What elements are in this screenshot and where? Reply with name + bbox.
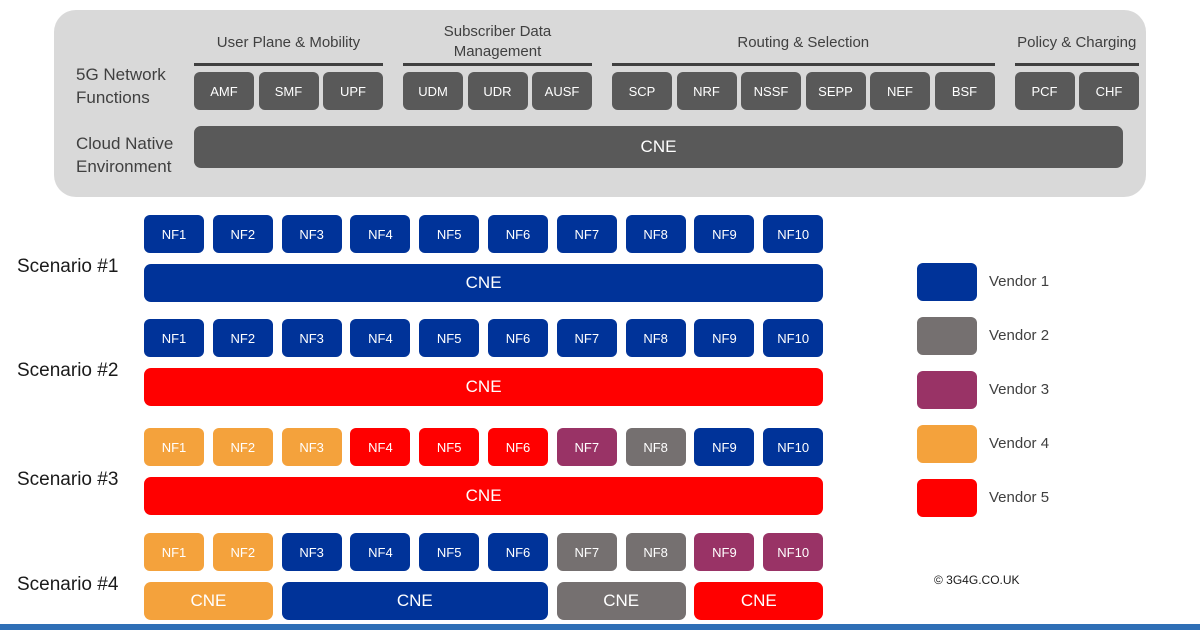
legend-swatch-vendor1	[917, 263, 977, 301]
scenario-nf-box: NF7	[556, 533, 617, 571]
scenario-nf-box: NF2	[212, 319, 273, 357]
scenario-cne-bar: CNE	[144, 368, 824, 406]
bottom-accent-line	[0, 624, 1200, 630]
legend-label: Vendor 2	[989, 327, 1050, 344]
legend-swatch-vendor3	[917, 371, 977, 409]
scenario-nf-box: NF10	[763, 428, 824, 466]
function-group-underline	[1014, 63, 1139, 66]
scenario-nf-box: NF1	[144, 428, 204, 466]
legend-swatch-vendor4	[917, 425, 977, 463]
legend-swatch-vendor5	[917, 479, 977, 517]
scenario-nf-box: NF4	[350, 533, 411, 571]
scenario-nf-box: NF10	[763, 533, 824, 571]
network-function-amf: AMF	[194, 72, 254, 110]
function-group-label: Subscriber Data Management	[443, 23, 552, 60]
scenario-nf-box: NF7	[556, 319, 617, 357]
top-cne-bar: CNE	[194, 126, 1123, 168]
scenario-nf-box: NF6	[488, 319, 548, 357]
scenario-nf-box: NF6	[488, 428, 548, 466]
scenario-nf-box: NF3	[281, 215, 342, 253]
scenario-nf-box: NF9	[694, 533, 755, 571]
scenario-nf-box: NF4	[350, 428, 411, 466]
legend-label: Vendor 4	[989, 435, 1050, 452]
network-function-sepp: SEPP	[805, 72, 866, 110]
scenario-nf-box: NF5	[419, 319, 480, 357]
network-function-smf: SMF	[258, 72, 319, 110]
scenario-nf-box: NF9	[694, 319, 755, 357]
scenario-cne-bar: CNE	[281, 582, 548, 620]
scenario-nf-box: NF8	[625, 215, 686, 253]
scenario-nf-box: NF5	[419, 428, 480, 466]
scenario-label: Scenario #2	[17, 360, 119, 381]
scenario-nf-box: NF7	[556, 428, 617, 466]
network-function-nef: NEF	[870, 72, 930, 110]
scenario-cne-bar: CNE	[144, 582, 273, 620]
scenario-nf-box: NF2	[212, 215, 273, 253]
network-function-scp: SCP	[612, 72, 672, 110]
scenario-nf-box: NF4	[350, 319, 411, 357]
function-group-underline	[194, 63, 383, 66]
scenario-cne-bar: CNE	[694, 582, 824, 620]
scenario-nf-box: NF2	[212, 533, 273, 571]
network-function-nrf: NRF	[676, 72, 737, 110]
scenario-cne-bar: CNE	[144, 264, 824, 302]
scenario-nf-box: NF8	[625, 319, 686, 357]
scenario-nf-box: NF4	[350, 215, 411, 253]
network-function-udr: UDR	[467, 72, 528, 110]
scenario-nf-box: NF3	[281, 319, 342, 357]
scenario-nf-box: NF3	[281, 428, 342, 466]
scenario-nf-box: NF3	[281, 533, 342, 571]
function-group-underline	[612, 63, 995, 66]
scenario-label: Scenario #4	[17, 574, 119, 595]
network-function-bsf: BSF	[934, 72, 995, 110]
scenario-nf-box: NF9	[694, 215, 755, 253]
cloud-native-row-label: Cloud Native Environment	[76, 134, 174, 176]
network-function-upf: UPF	[323, 72, 383, 110]
scenario-label: Scenario #1	[17, 256, 119, 277]
network-function-udm: UDM	[403, 72, 463, 110]
scenario-nf-box: NF10	[763, 319, 824, 357]
scenario-nf-box: NF1	[144, 215, 204, 253]
legend-label: Vendor 1	[989, 273, 1050, 290]
scenario-label: Scenario #3	[17, 469, 119, 490]
network-functions-row-label: 5G Network Functions	[76, 65, 166, 107]
function-group-label: User Plane & Mobility	[216, 34, 361, 51]
scenario-nf-box: NF8	[625, 533, 686, 571]
scenario-nf-box: NF5	[419, 533, 480, 571]
function-group-label: Policy & Charging	[1017, 34, 1137, 51]
function-group-label: Routing & Selection	[737, 34, 870, 51]
scenario-nf-box: NF10	[763, 215, 824, 253]
network-function-pcf: PCF	[1014, 72, 1075, 110]
copyright-text: © 3G4G.CO.UK	[934, 573, 1020, 587]
network-function-ausf: AUSF	[532, 72, 592, 110]
legend-swatch-vendor2	[917, 317, 977, 355]
scenario-nf-box: NF9	[694, 428, 755, 466]
legend-label: Vendor 5	[989, 489, 1050, 506]
legend-label: Vendor 3	[989, 381, 1050, 398]
scenario-nf-box: NF1	[144, 533, 204, 571]
network-function-nssf: NSSF	[741, 72, 801, 110]
scenario-nf-box: NF8	[625, 428, 686, 466]
scenario-nf-box: NF7	[556, 215, 617, 253]
network-function-chf: CHF	[1079, 72, 1139, 110]
scenario-nf-box: NF5	[419, 215, 480, 253]
scenario-nf-box: NF6	[488, 533, 548, 571]
scenario-nf-box: NF1	[144, 319, 204, 357]
function-group-underline	[403, 63, 592, 66]
scenario-nf-box: NF2	[212, 428, 273, 466]
scenario-cne-bar: CNE	[144, 477, 824, 515]
scenario-nf-box: NF6	[488, 215, 548, 253]
scenario-cne-bar: CNE	[556, 582, 686, 620]
